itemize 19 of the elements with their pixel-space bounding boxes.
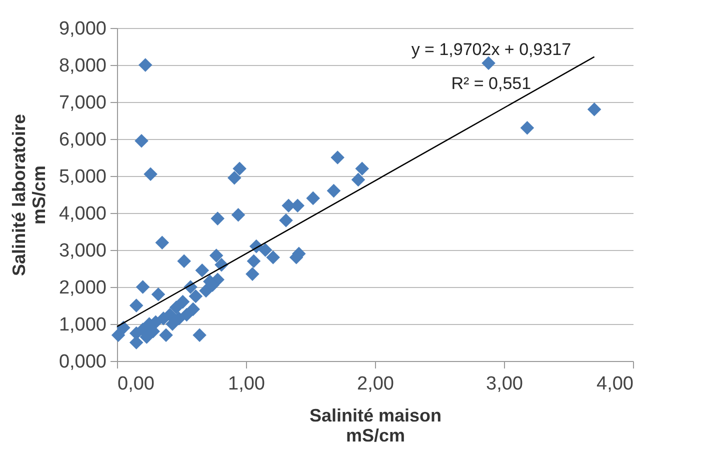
y-tick-label: 5,000 [58,166,106,188]
y-tick-label: 0,000 [58,352,106,372]
x-tick-label: 0,00 [118,374,154,394]
annotation: y = 1,9702x + 0,9317 [411,40,572,59]
x-axis-title: Salinité maison mS/cm [309,406,442,446]
x-tick-label: 2,00 [357,374,394,394]
y-tick-label: 2,000 [58,278,106,298]
y-tick-label: 3,000 [58,240,106,262]
y-tick-label: 7,000 [58,92,106,114]
x-tick-label: 3,00 [486,374,523,394]
y-tick-label: 6,000 [58,130,106,150]
y-tick-label: 9,000 [58,18,106,40]
x-tick-label: 4,00 [596,374,634,394]
x-tick-label: 1,00 [228,374,265,394]
y-tick-label: 1,000 [58,314,106,336]
y-axis-title: Salinité laboratoire mS/cm [8,114,49,276]
annotation: R² = 0,551 [451,74,532,93]
y-tick-label: 8,000 [58,56,106,76]
y-tick-label: 4,000 [58,204,106,224]
